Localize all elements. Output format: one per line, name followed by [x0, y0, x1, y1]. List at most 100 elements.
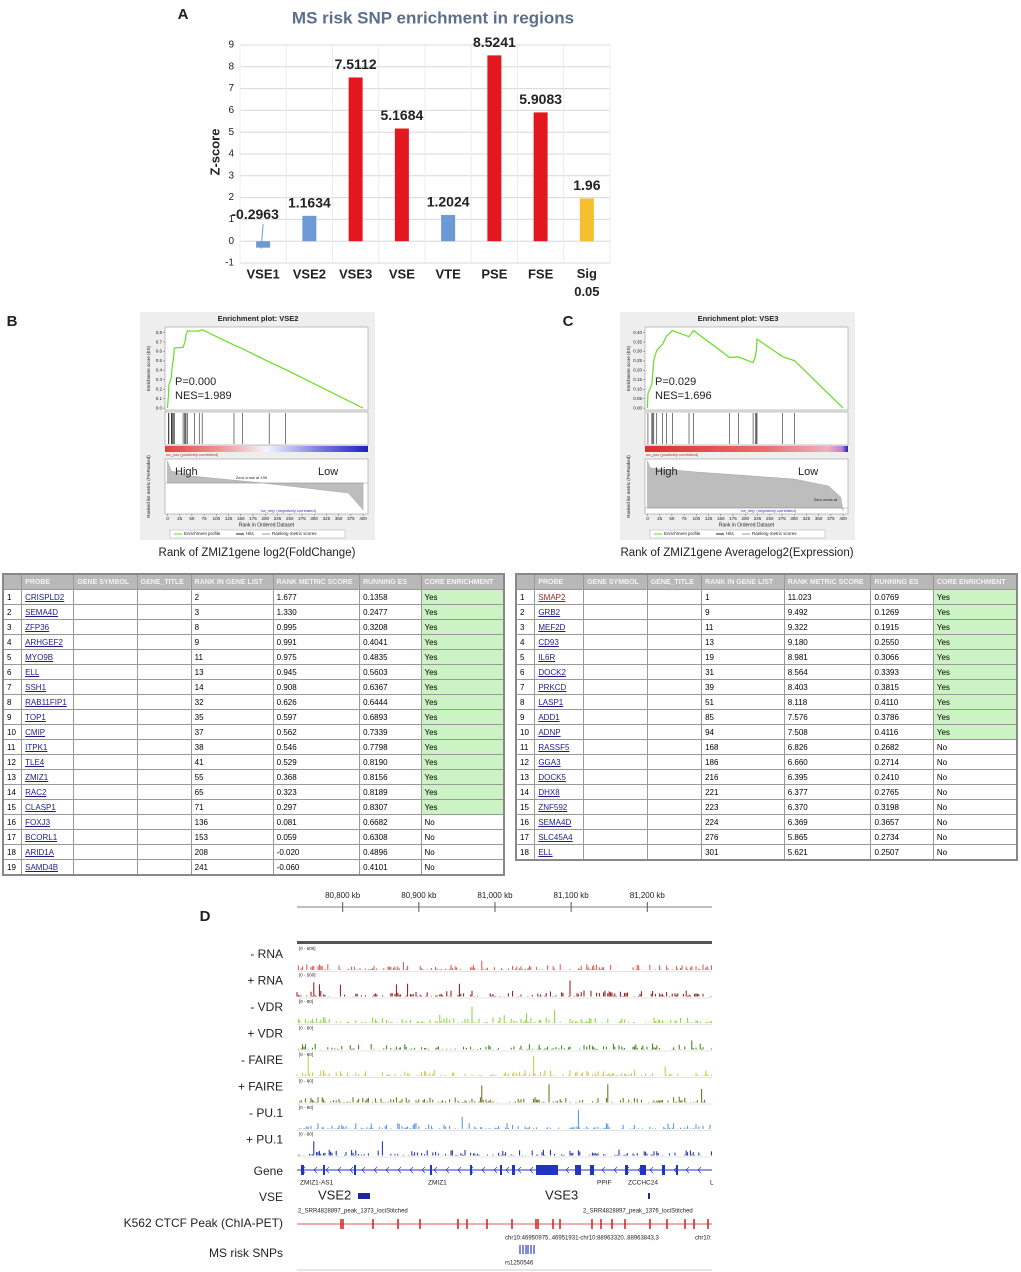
empty-cell — [646, 844, 703, 861]
x-tick-label: 81,100 kb — [554, 891, 590, 900]
enrichment-profile — [166, 329, 364, 409]
table-row: 18 ELL 301 5.621 0.2507 No — [515, 844, 1018, 861]
rank-cell: 38 — [190, 739, 274, 755]
empty-cell — [73, 649, 138, 665]
legend-label: Enrichment profile — [184, 531, 221, 536]
rank-cell: 224 — [701, 814, 785, 830]
empty-cell — [73, 679, 138, 695]
track-label: Gene — [254, 1164, 284, 1178]
es-cell: 0.2550 — [870, 634, 934, 650]
empty-cell — [73, 844, 138, 860]
value-label: 5.9083 — [519, 91, 562, 107]
row-number: 16 — [515, 814, 536, 830]
es-cell: 0.4835 — [359, 649, 422, 665]
probe-cell: ZFP36 — [21, 619, 75, 635]
empty-cell — [136, 589, 192, 605]
core-cell: Yes — [420, 679, 505, 695]
rank-cell: 8 — [190, 619, 274, 635]
vse-block — [648, 1193, 650, 1199]
es-cell: 0.3815 — [870, 679, 934, 695]
x-tick-label: VSE3 — [339, 266, 372, 281]
probe-cell: ADNP — [534, 724, 585, 740]
gene-table: PROBE GENE SYMBOL GENE_TITLE RANK IN GENE L… — [2, 573, 505, 876]
table-row: 5 MYO9B 11 0.975 0.4835 Yes — [2, 649, 505, 665]
table-row: 2 SEMA4D 3 1.330 0.2477 Yes — [2, 604, 505, 620]
rank-cell: 9 — [190, 634, 274, 650]
y-tick-label: 0.00 — [633, 405, 642, 410]
metric-cell: 5.865 — [783, 829, 872, 845]
empty-cell — [136, 754, 192, 770]
core-cell: Yes — [932, 724, 1018, 740]
row-number: 12 — [515, 754, 536, 770]
rank-cell: 153 — [190, 829, 274, 845]
row-number: 8 — [2, 694, 23, 710]
exon — [625, 1165, 628, 1175]
y-tick-label: 0.1 — [156, 396, 163, 401]
row-number: 10 — [2, 724, 23, 740]
rank-cell: 1 — [701, 589, 785, 605]
x-tick-label: 275 — [298, 516, 306, 521]
rank-cell: 55 — [190, 769, 274, 785]
header-cell: RANK IN GENE LIST — [701, 573, 785, 590]
annotation: P=0.029 — [655, 376, 696, 388]
x-tick-label: 400 — [839, 516, 847, 521]
value-label: 8.5241 — [473, 34, 516, 50]
header-cell: RUNNING ES — [870, 573, 934, 590]
table-row: 5 IL6R 19 8.981 0.3066 Yes — [515, 649, 1018, 665]
es-cell: 0.8190 — [359, 754, 422, 770]
metric-cell: 0.562 — [272, 724, 361, 740]
rank-cell: 19 — [701, 649, 785, 665]
probe-cell: CD93 — [534, 634, 585, 650]
table-row: 3 ZFP36 8 0.995 0.3208 Yes — [2, 619, 505, 635]
signal-track — [296, 1056, 712, 1076]
row-number: 18 — [515, 844, 536, 861]
x-tick-label: VSE — [389, 266, 415, 281]
probe-cell: BCORL1 — [21, 829, 75, 845]
annotation: 'na_neg' (negatively correlated) — [740, 508, 796, 513]
exon — [536, 1165, 558, 1175]
y-tick-label: 0.15 — [633, 377, 642, 382]
core-cell: No — [932, 784, 1018, 800]
core-cell: No — [420, 829, 505, 845]
vse-block — [358, 1193, 370, 1199]
header-row: PROBE GENE SYMBOL GENE_TITLE RANK IN GENE L… — [2, 573, 505, 590]
probe-cell: MEF2D — [534, 619, 585, 635]
rank-cell: 37 — [190, 724, 274, 740]
row-number: 4 — [2, 634, 23, 650]
table-row: 3 MEF2D 11 9.322 0.1915 Yes — [515, 619, 1018, 635]
core-cell: Yes — [420, 724, 505, 740]
panel-label: D — [200, 908, 211, 925]
probe-cell: SLC45A4 — [534, 829, 585, 845]
y-tick-label: 5 — [228, 127, 234, 138]
empty-cell — [583, 589, 648, 605]
gene-name: L — [710, 1180, 714, 1187]
es-cell: 0.6682 — [359, 814, 422, 830]
track-label: - RNA — [250, 947, 283, 961]
rank-cell: 2 — [190, 589, 274, 605]
track-label: + PU.1 — [246, 1133, 283, 1147]
core-cell: Yes — [420, 799, 505, 815]
x-tick-label: 325 — [803, 516, 811, 521]
legend-label: Hits — [726, 531, 734, 536]
metric-cell: -0.020 — [272, 844, 361, 860]
row-number: 18 — [2, 844, 23, 860]
core-cell: No — [420, 844, 505, 860]
empty-cell — [73, 694, 138, 710]
empty-cell — [583, 619, 648, 635]
empty-cell — [583, 844, 648, 861]
empty-cell — [646, 664, 703, 680]
empty-cell — [73, 589, 138, 605]
rank-cell: 14 — [190, 679, 274, 695]
table-row: 18 ARID1A 208 -0.020 0.4896 No — [2, 844, 505, 860]
annotation: Low — [798, 466, 818, 478]
probe-cell: DOCK2 — [534, 664, 585, 680]
gene-table: PROBE GENE SYMBOL GENE_TITLE RANK IN GENE L… — [515, 573, 1018, 861]
exon — [676, 1165, 678, 1175]
metric-cell: 0.995 — [272, 619, 361, 635]
chr-label: chr10:46950975..46951931-chr10:88963320.… — [505, 1236, 659, 1242]
empty-cell — [73, 784, 138, 800]
table-row: 7 SSH1 14 0.908 0.6367 Yes — [2, 679, 505, 695]
row-number: 6 — [2, 664, 23, 680]
row-number: 3 — [2, 619, 23, 635]
